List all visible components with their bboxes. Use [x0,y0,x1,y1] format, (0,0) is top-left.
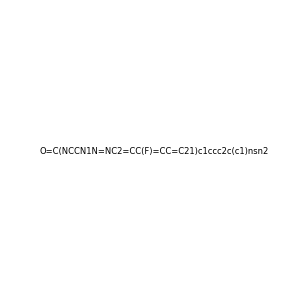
Text: O=C(NCCN1N=NC2=CC(F)=CC=C21)c1ccc2c(c1)nsn2: O=C(NCCN1N=NC2=CC(F)=CC=C21)c1ccc2c(c1)n… [39,147,268,156]
